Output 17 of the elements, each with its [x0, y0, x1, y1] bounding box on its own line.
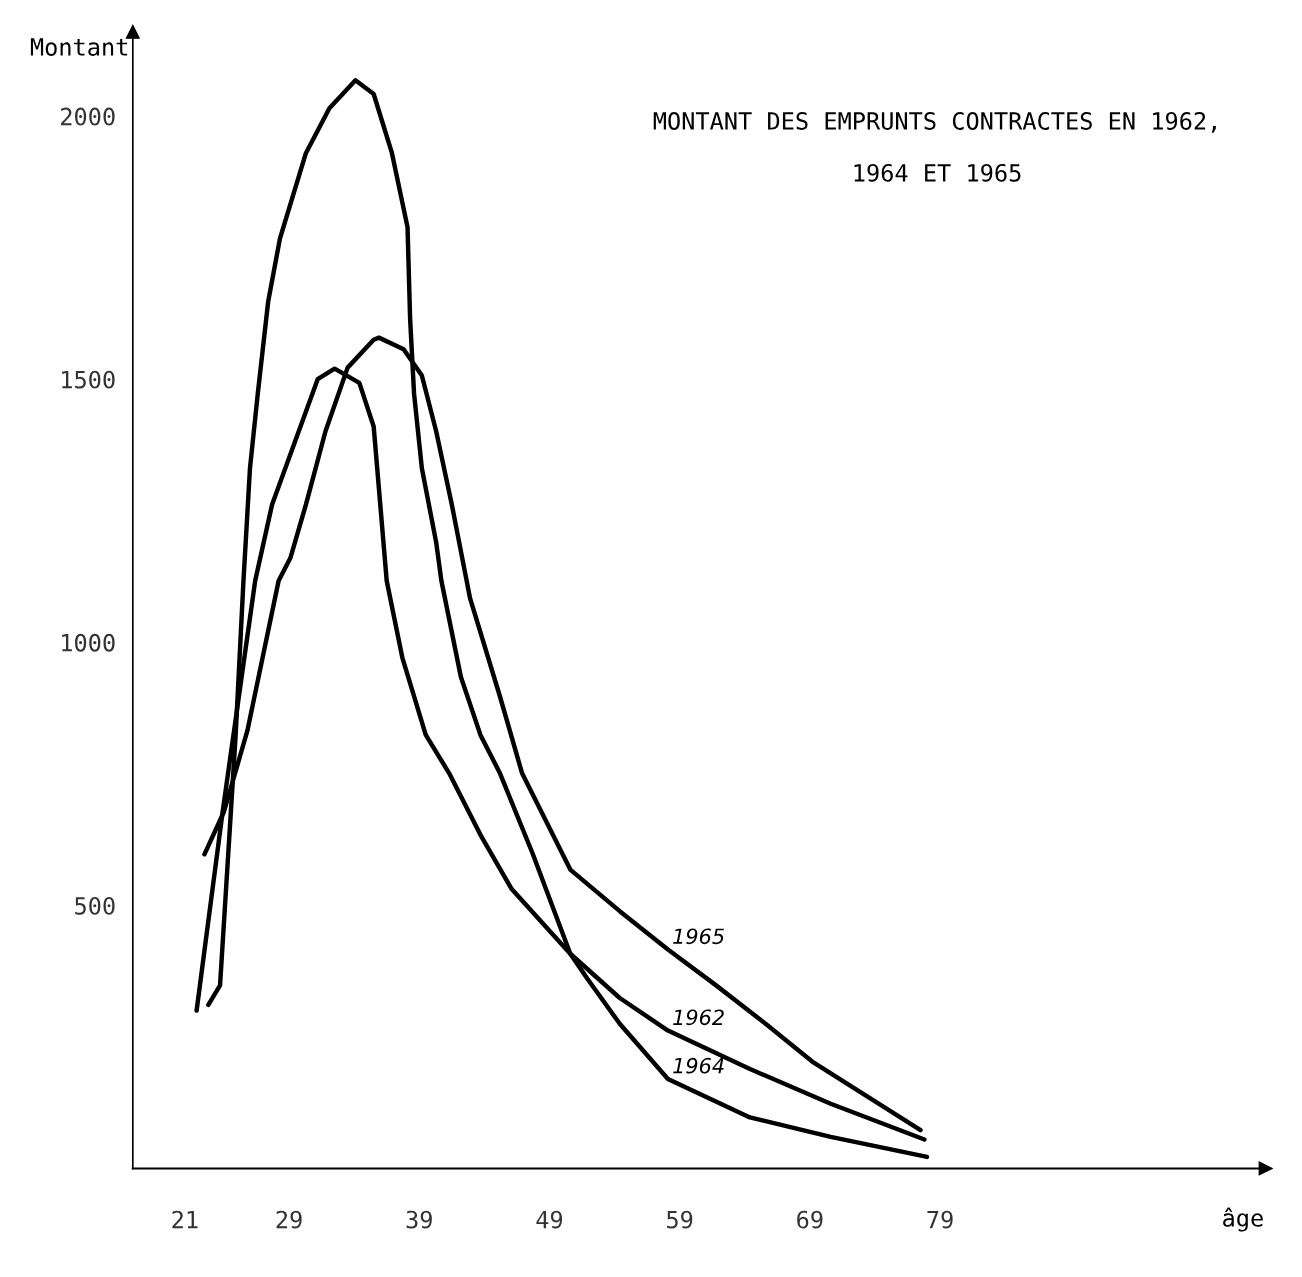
x-axis-title: âge [1223, 1207, 1263, 1232]
x-tick-label: 69 [797, 1210, 823, 1229]
y-tick-label: 500 [75, 896, 115, 915]
y-tick-label: 1500 [62, 370, 115, 389]
x-tick-label: 39 [406, 1210, 432, 1229]
y-axis-title: Montant [30, 38, 128, 56]
x-tick-label: 29 [276, 1210, 302, 1229]
x-tick-label: 79 [927, 1210, 953, 1229]
y-tick-label: 1000 [62, 633, 115, 652]
x-tick-label: 49 [536, 1210, 563, 1229]
series-label: 1962 [673, 1009, 724, 1026]
series-label: 1965 [673, 928, 724, 945]
chart-title: MONTANT DES EMPRUNTS CONTRACTES EN 1962, 1964 ET 1965 [653, 112, 1216, 182]
y-tick-label: 2000 [61, 107, 115, 126]
x-tick-label: 21 [172, 1210, 198, 1229]
x-tick-label: 59 [667, 1210, 693, 1229]
series-label: 1964 [673, 1057, 724, 1074]
